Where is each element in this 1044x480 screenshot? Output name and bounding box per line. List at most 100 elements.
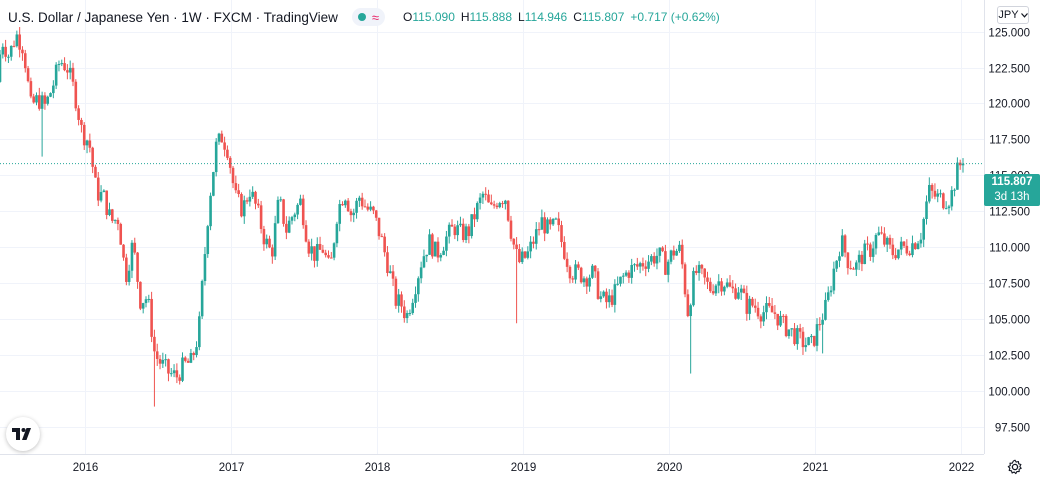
candle [172,364,176,378]
x-axis-labels: 2016 2017 2018 2019 2020 2021 2022 [73,462,975,474]
candle [860,251,864,272]
candle [885,236,889,253]
candle-body [605,291,608,303]
y-tick-label: 117.500 [989,135,1030,147]
candle-body [866,243,869,245]
candle-body [936,193,940,197]
candle-body [26,68,30,82]
last-price-tag: 115.807 3d 13h [984,174,1040,206]
tradingview-logo-icon[interactable] [6,417,40,451]
bar-countdown: 3d 13h [994,191,1030,203]
candle-body [433,241,437,257]
close-value: C115.807 [573,10,624,24]
candle-body [9,45,13,57]
candle [689,303,692,374]
candle [108,202,111,217]
ohlc-values: O115.090 H115.888 L114.946 C115.807 +0.7… [403,10,720,24]
low-key: L [518,10,525,24]
candle [490,194,493,206]
candle [153,329,156,407]
candle [487,189,490,203]
y-axis[interactable] [984,0,1044,480]
candle-body [329,257,333,259]
candle [616,276,619,286]
candle-body [310,246,313,254]
candle-body [899,241,903,250]
candle [349,208,353,222]
candle-body [672,250,676,256]
candle [57,60,61,72]
candle-body [268,238,271,248]
candle [804,337,808,352]
candle-body [515,244,518,249]
candle-body [661,247,664,252]
candle-body [445,236,448,251]
candle [433,241,437,257]
candle-body [383,236,386,253]
candle-body [947,206,951,209]
candle [453,224,457,240]
candle [585,276,589,295]
high-number: 115.888 [469,10,513,24]
candle-body [784,315,788,337]
candle [391,265,395,287]
candle [568,265,572,284]
candle-body [504,200,507,205]
candle [518,244,521,264]
x-tick-label: 2018 [365,462,391,474]
candle [891,238,895,260]
candle [169,367,173,377]
candle-body [346,200,350,212]
candle-body [658,247,662,256]
currency-selector[interactable]: JPY [997,6,1029,24]
candle [428,229,431,255]
candle [849,260,852,270]
candle [692,267,695,307]
x-tick-label: 2022 [949,462,975,474]
candle [464,223,468,244]
candle [282,198,285,227]
candle [874,233,878,255]
candle [571,275,575,283]
candle-body [360,197,364,207]
candle [720,278,723,296]
x-axis[interactable] [0,454,984,480]
candlestick-series [0,27,965,407]
candle [534,222,538,250]
status-pill[interactable]: ≈ [351,8,386,26]
candle-body [509,220,513,239]
x-tick-label: 2017 [219,462,245,474]
candle [181,352,184,383]
candle [933,183,937,200]
candle-body [824,299,827,320]
candle-body [675,250,678,256]
candle-body [206,226,210,255]
close-key: C [573,10,582,24]
candle [655,248,659,270]
candle-body [832,268,836,291]
candle [301,194,305,229]
candle [111,208,114,224]
y-tick-label: 102.500 [988,351,1030,363]
candle [125,253,128,286]
symbol-title[interactable]: U.S. Dollar / Japanese Yen · 1W · FXCM ·… [8,9,338,25]
candle [579,266,583,284]
candle [694,265,698,276]
candle [546,217,549,234]
candle [248,189,252,207]
candle-body [826,292,830,300]
candle-body [950,190,954,207]
candle-body [214,141,218,173]
candle [767,296,771,308]
close-number: 115.807 [581,10,625,24]
candle [405,310,409,324]
candle [439,252,443,262]
candle-body [894,255,897,259]
candle-body [501,203,504,205]
candle-body [706,277,709,282]
candle-body [520,251,524,263]
candle-body [902,241,906,246]
gear-icon[interactable] [1005,457,1025,477]
candle-body [366,206,370,210]
